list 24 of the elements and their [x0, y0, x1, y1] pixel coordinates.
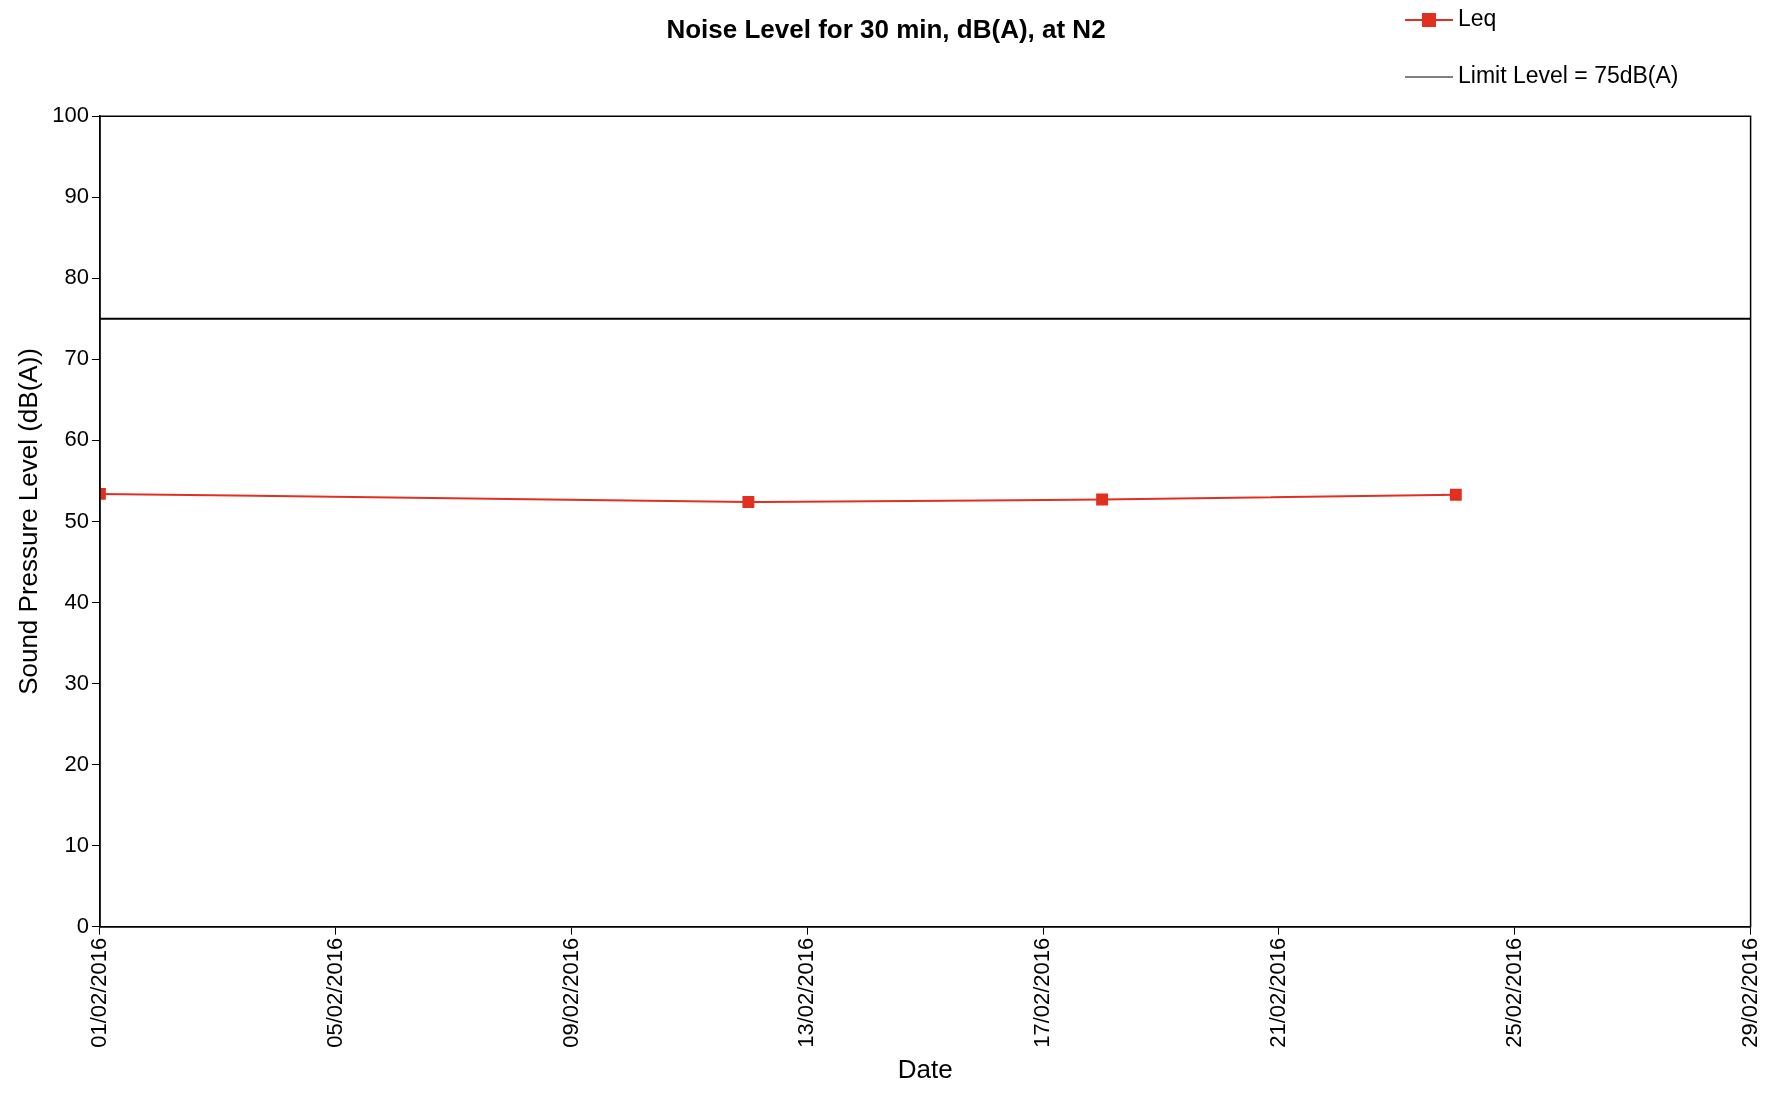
x-tick-label: 09/02/2016 [557, 937, 583, 1048]
y-tick-label: 0 [76, 912, 89, 938]
y-tick-label: 50 [64, 507, 89, 533]
legend-label: Leq [1458, 5, 1497, 32]
y-axis-title: Sound Pressure Level (dB(A)) [12, 348, 43, 695]
y-tick-label: 20 [64, 750, 89, 776]
y-tick-label: 40 [64, 588, 89, 614]
x-tick-label: 05/02/2016 [321, 937, 347, 1048]
y-tick-label: 70 [64, 345, 89, 371]
y-tick-label: 30 [64, 669, 89, 695]
x-tick-label: 29/02/2016 [1736, 937, 1762, 1048]
x-tick-label: 17/02/2016 [1029, 937, 1055, 1048]
x-axis-title: Date [897, 1053, 953, 1084]
x-tick-label: 21/02/2016 [1265, 937, 1291, 1048]
x-tick-label: 01/02/2016 [85, 937, 111, 1048]
y-tick-label: 90 [64, 183, 89, 209]
y-tick-label: 100 [52, 102, 89, 128]
chart-title: Noise Level for 30 min, dB(A), at N2 [666, 13, 1106, 44]
x-tick-label: 13/02/2016 [793, 937, 819, 1048]
y-tick-label: 80 [64, 264, 89, 290]
y-tick-label: 10 [64, 831, 89, 857]
x-tick-label: 25/02/2016 [1500, 937, 1526, 1048]
y-tick-label: 60 [64, 426, 89, 452]
legend-label: Limit Level = 75dB(A) [1458, 62, 1679, 89]
